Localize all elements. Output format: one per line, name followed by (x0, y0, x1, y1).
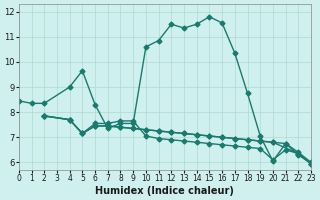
X-axis label: Humidex (Indice chaleur): Humidex (Indice chaleur) (95, 186, 234, 196)
